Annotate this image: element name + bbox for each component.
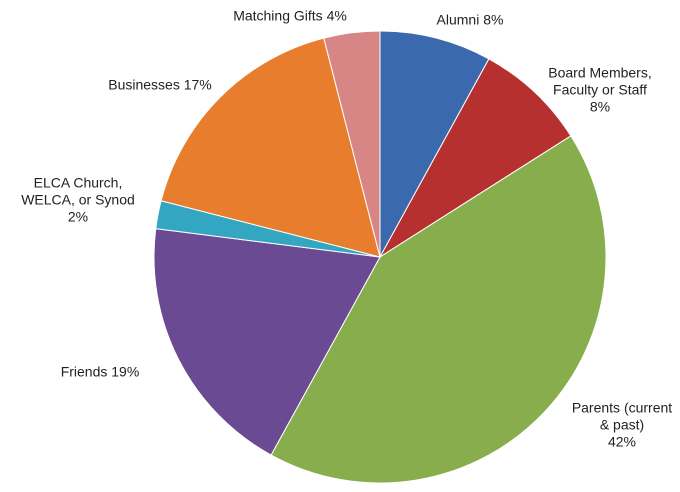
pie-slice: [323, 30, 381, 258]
category-label: Businesses: [108, 76, 180, 93]
pie-slice: [379, 30, 490, 258]
category-label: Board Members, Faculty or Staff: [548, 64, 652, 98]
value-label: 4%: [326, 7, 347, 24]
value-label: 2%: [67, 208, 89, 225]
pie-slice: [270, 135, 607, 484]
value-label: 19%: [111, 363, 140, 380]
category-label: Matching Gifts: [233, 7, 323, 24]
slice-label: Board Members, Faculty or Staff 8%: [535, 65, 665, 116]
value-label: 8%: [483, 11, 504, 28]
slice-label: ELCA Church, WELCA, or Synod 2%: [13, 175, 143, 226]
category-label: Friends: [60, 363, 108, 380]
slice-label: Parents (current & past) 42%: [567, 400, 677, 451]
pie-slice: [153, 228, 381, 456]
category-label: Alumni: [436, 11, 480, 28]
value-label: 8%: [589, 98, 611, 115]
value-label: 17%: [183, 76, 212, 93]
slice-label: Matching Gifts 4%: [210, 8, 370, 25]
slice-label: Businesses 17%: [90, 77, 230, 94]
category-label: Parents (current & past): [571, 399, 673, 433]
slice-label: Friends 19%: [40, 364, 160, 381]
pie-slice: [160, 37, 381, 258]
category-label: ELCA Church, WELCA, or Synod: [21, 174, 135, 208]
slice-label: Alumni 8%: [400, 12, 540, 29]
value-label: 42%: [607, 433, 637, 450]
pie-slice: [379, 58, 572, 258]
